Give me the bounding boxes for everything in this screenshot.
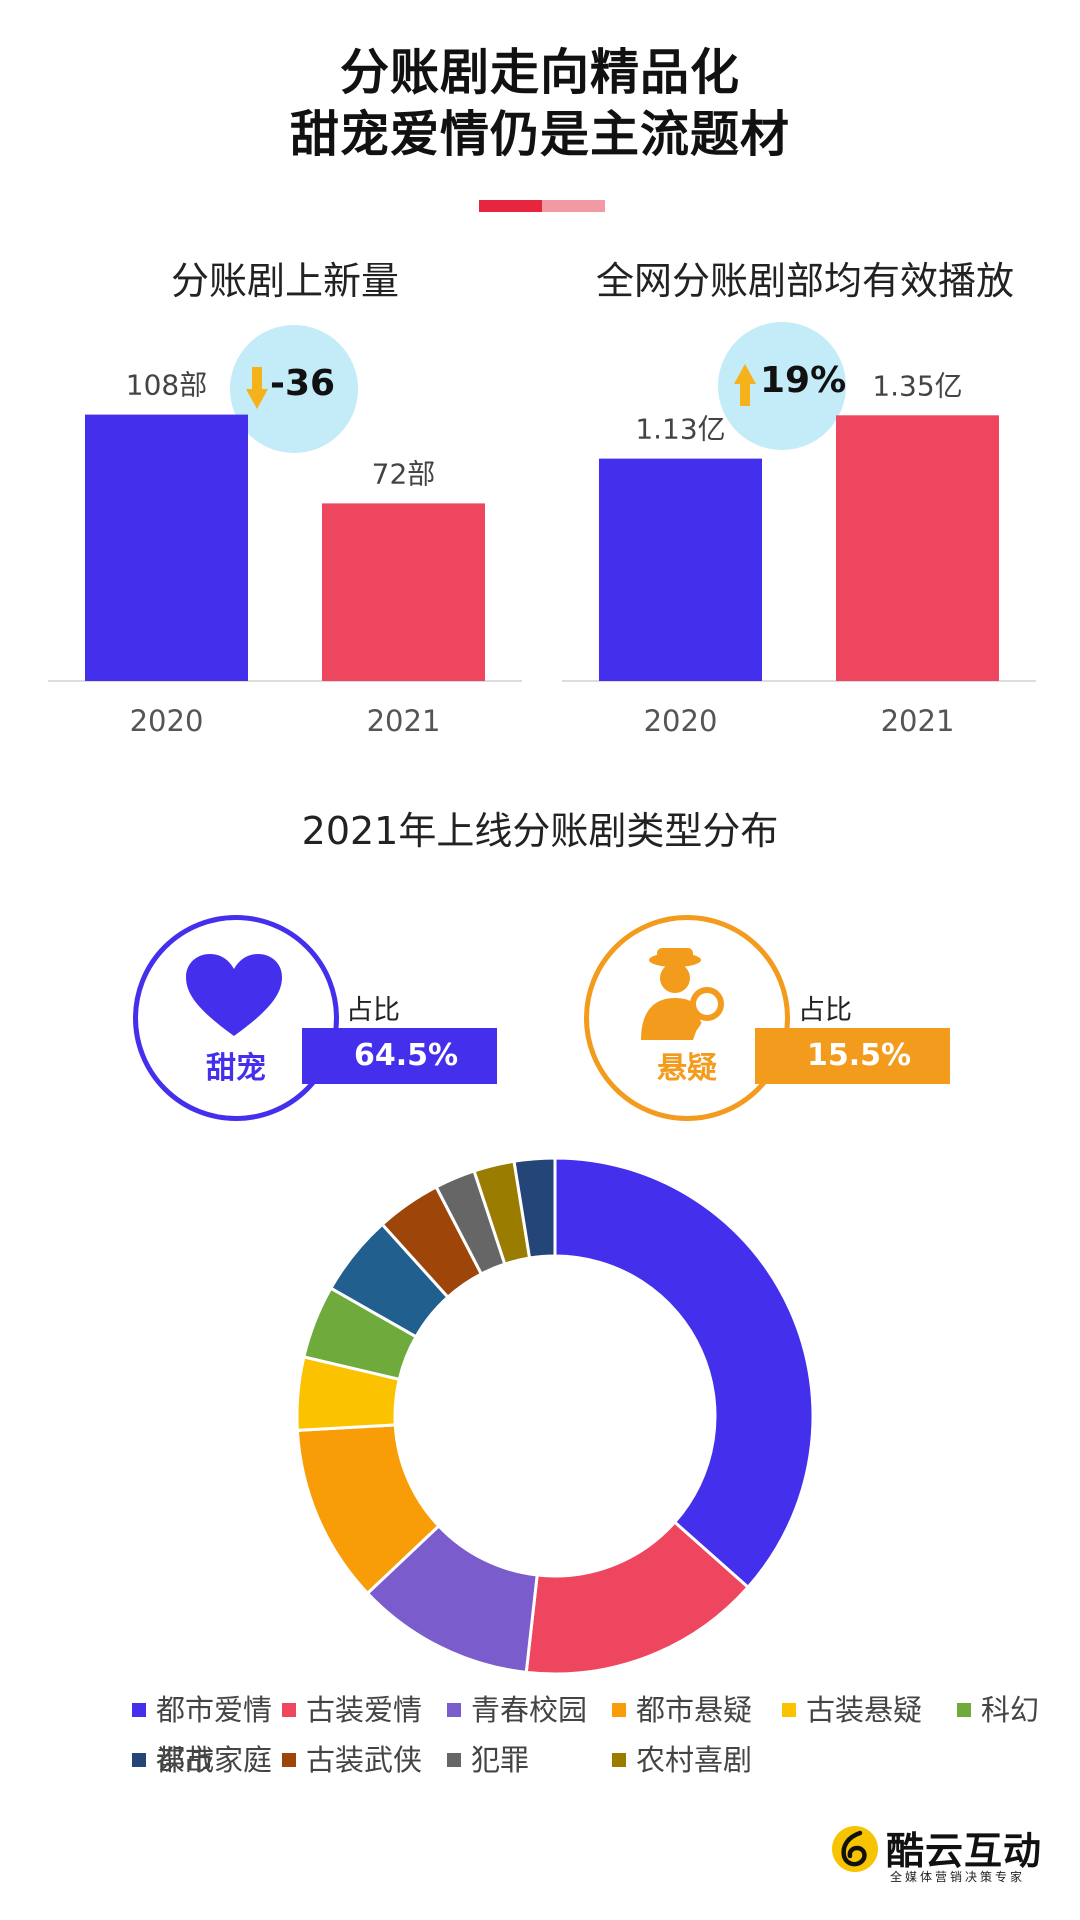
- bar-charts: 108部 2020 72部 2021 1.13亿 2020 1.35亿 2021: [48, 369, 1036, 738]
- legend-swatch: [132, 1753, 146, 1767]
- legend-item: 都市家庭: [132, 1740, 272, 1780]
- new-releases-change: -36: [270, 363, 336, 404]
- distribution-title: 2021年上线分账剧类型分布: [301, 809, 779, 853]
- legend-swatch: [612, 1703, 626, 1717]
- legend-label: 古装悬疑: [806, 1693, 923, 1727]
- avg-plays-tick-label: 2020: [644, 704, 718, 738]
- legend-swatch: [612, 1753, 626, 1767]
- new-releases-change-bubble: -36: [230, 325, 358, 453]
- suspense-share-box: 15.5%: [755, 1028, 950, 1084]
- sweet-romance-badge: 甜宠: [133, 915, 339, 1121]
- legend-swatch: [957, 1703, 971, 1717]
- legend-item: 都市悬疑: [612, 1690, 752, 1730]
- avg-plays-change-bubble: 19%: [718, 322, 846, 450]
- avg-plays-title: 全网分账剧部均有效播放: [595, 259, 1014, 303]
- logo-mark-icon: [832, 1826, 878, 1872]
- legend-item: 犯罪: [447, 1740, 529, 1780]
- legend-item: 青春校园: [447, 1690, 587, 1730]
- legend-label: 都市悬疑: [636, 1693, 753, 1727]
- legend-item: 古装悬疑: [782, 1690, 922, 1730]
- legend-label: 都市爱情: [156, 1693, 273, 1727]
- legend-swatch: [282, 1753, 296, 1767]
- new-releases-bar-2021: [322, 503, 485, 681]
- legend-item: 古装爱情: [282, 1690, 422, 1730]
- sweet-romance-share-caption: 占比: [346, 995, 400, 1026]
- legend-label: 古装爱情: [306, 1693, 423, 1727]
- legend-label: 古装武侠: [306, 1743, 423, 1777]
- new-releases-title: 分账剧上新量: [170, 259, 399, 303]
- sweet-romance-label: 甜宠: [206, 1051, 266, 1086]
- new-releases-value-label: 108部: [126, 369, 207, 402]
- new-releases-tick-label: 2021: [367, 704, 441, 738]
- suspense-badge: 悬疑: [584, 915, 790, 1121]
- legend-label: 农村喜剧: [636, 1743, 753, 1777]
- avg-plays-value-label: 1.35亿: [872, 369, 962, 402]
- logo-name: 酷云互动: [886, 1829, 1043, 1873]
- legend-swatch: [782, 1703, 796, 1717]
- logo-tagline: 全媒体营销决策专家: [890, 1870, 1026, 1884]
- legend-label: 都市家庭: [156, 1743, 273, 1777]
- legend-label: 科幻: [981, 1693, 1040, 1727]
- genre-donut-chart: [295, 1156, 815, 1676]
- sweet-romance-share: 64.5%: [354, 1038, 459, 1073]
- suspense-share: 15.5%: [807, 1038, 912, 1073]
- legend-label: 谍战: [156, 1743, 215, 1777]
- page-title-line2: 甜宠爱情仍是主流题材: [289, 106, 790, 163]
- legend-swatch: [447, 1703, 461, 1717]
- up-arrow-icon: [734, 364, 756, 406]
- new-releases-tick-label: 2020: [130, 704, 204, 738]
- legend-label: 犯罪: [471, 1743, 530, 1777]
- avg-plays-change: 19%: [760, 360, 847, 401]
- new-releases-value-label: 72部: [372, 457, 436, 490]
- avg-plays-bar-2021: [836, 415, 999, 681]
- avg-plays-value-label: 1.13亿: [635, 413, 725, 446]
- legend-item: 谍战: [132, 1740, 214, 1780]
- suspense-share-caption: 占比: [798, 995, 852, 1026]
- legend-item: 科幻: [957, 1690, 1039, 1730]
- legend-item: 古装武侠: [282, 1740, 422, 1780]
- legend-item: 都市爱情: [132, 1690, 272, 1730]
- legend-swatch: [447, 1753, 461, 1767]
- avg-plays-tick-label: 2021: [881, 704, 955, 738]
- title-divider: [479, 200, 605, 212]
- avg-plays-bar-2020: [599, 458, 762, 681]
- suspense-label: 悬疑: [657, 1051, 717, 1086]
- new-releases-bar-2020: [85, 414, 248, 681]
- legend-swatch: [282, 1703, 296, 1717]
- legend-swatch: [132, 1703, 146, 1717]
- brand-logo: 酷云互动 全媒体营销决策专家: [830, 1820, 1050, 1890]
- legend-item: 农村喜剧: [612, 1740, 752, 1780]
- legend-label: 青春校园: [471, 1693, 588, 1727]
- donut-slice-10: [512, 1156, 557, 1260]
- detective-icon: [641, 948, 724, 1040]
- donut-slice-0: [553, 1156, 815, 1590]
- sweet-romance-share-box: 64.5%: [302, 1028, 497, 1084]
- down-arrow-icon: [246, 367, 268, 409]
- page-title-line1: 分账剧走向精品化: [339, 44, 740, 101]
- page-header: 分账剧走向精品化 甜宠爱情仍是主流题材: [0, 42, 1080, 166]
- heart-icon: [186, 954, 282, 1036]
